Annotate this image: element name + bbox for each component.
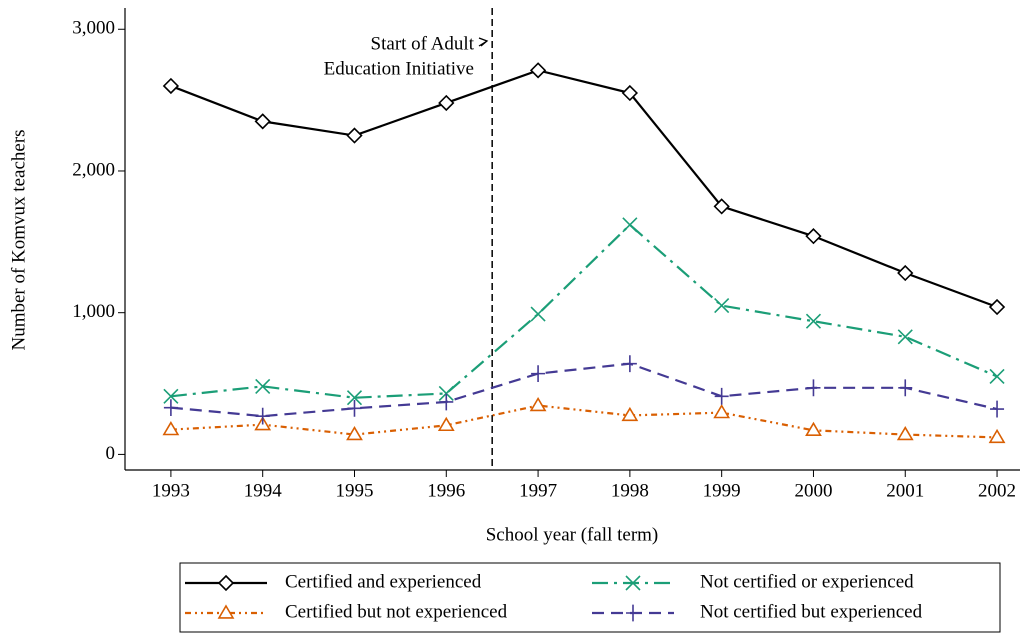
- data-point: [163, 388, 179, 404]
- x-tick-label: 1993: [152, 480, 190, 501]
- data-point: [714, 387, 729, 405]
- legend-label: Certified but not experienced: [285, 601, 508, 622]
- legend-marker: [217, 574, 235, 592]
- data-point: [898, 379, 913, 397]
- data-point: [989, 368, 1005, 385]
- series-line: [170, 362, 998, 418]
- data-point: [621, 406, 639, 422]
- x-tick-label: 2002: [978, 480, 1016, 501]
- data-point: [162, 77, 180, 95]
- y-tick-label: 0: [106, 443, 116, 464]
- legend-marker: [626, 604, 640, 622]
- series-line: [170, 69, 998, 309]
- data-point: [439, 393, 454, 411]
- data-point: [531, 365, 546, 383]
- legend-box: [179, 562, 1001, 633]
- y-tick-label: 1,000: [72, 301, 115, 322]
- legend-marker: [217, 604, 235, 619]
- x-tick-label: 1997: [519, 480, 557, 501]
- data-point: [529, 62, 547, 79]
- data-point: [897, 329, 913, 345]
- legend-label: Not certified or experienced: [700, 571, 914, 592]
- data-point: [622, 355, 637, 373]
- data-point: [990, 400, 1005, 418]
- data-point: [806, 379, 821, 397]
- data-point: [897, 264, 914, 282]
- x-axis-title: School year (fall term): [486, 524, 659, 545]
- y-tick-label: 2,000: [72, 159, 115, 180]
- data-point: [437, 416, 455, 432]
- y-axis-title: Number of Komvux teachers: [8, 129, 29, 350]
- data-point: [346, 390, 363, 406]
- legend-marker: [625, 575, 641, 591]
- legend-label: Certified and experienced: [285, 571, 482, 592]
- data-point: [530, 306, 546, 322]
- data-point: [255, 407, 270, 425]
- data-point: [347, 399, 362, 417]
- x-tick-label: 1998: [611, 480, 649, 501]
- annotation-text: Start of Adult: [371, 33, 475, 54]
- data-point: [896, 425, 914, 441]
- x-tick-label: 2000: [794, 480, 832, 501]
- data-point: [529, 396, 547, 412]
- x-tick-label: 1994: [244, 480, 283, 501]
- data-point: [255, 378, 271, 394]
- annotation-text: Education Initiative: [324, 58, 474, 79]
- x-tick-label: 2001: [886, 480, 924, 501]
- data-point: [714, 298, 730, 314]
- x-tick-label: 1995: [335, 480, 373, 501]
- x-tick-label: 1999: [703, 480, 741, 501]
- y-tick-label: 3,000: [72, 18, 115, 39]
- data-point: [346, 425, 363, 441]
- data-point: [713, 198, 730, 215]
- data-point: [805, 228, 822, 245]
- data-point: [988, 428, 1006, 444]
- data-point: [163, 399, 178, 417]
- series-line: [170, 404, 998, 439]
- data-point: [805, 421, 822, 437]
- data-point: [438, 94, 455, 112]
- data-point: [622, 217, 638, 233]
- data-point: [713, 404, 731, 419]
- annotation-arrowhead: [478, 37, 489, 47]
- x-tick-label: 1996: [427, 480, 465, 501]
- data-point: [621, 84, 639, 102]
- series-line: [170, 223, 998, 399]
- data-point: [988, 298, 1006, 316]
- data-point: [805, 313, 822, 329]
- data-point: [346, 127, 363, 144]
- data-point: [162, 421, 180, 436]
- data-point: [254, 113, 271, 130]
- data-point: [438, 385, 454, 402]
- legend-label: Not certified but experienced: [700, 601, 923, 622]
